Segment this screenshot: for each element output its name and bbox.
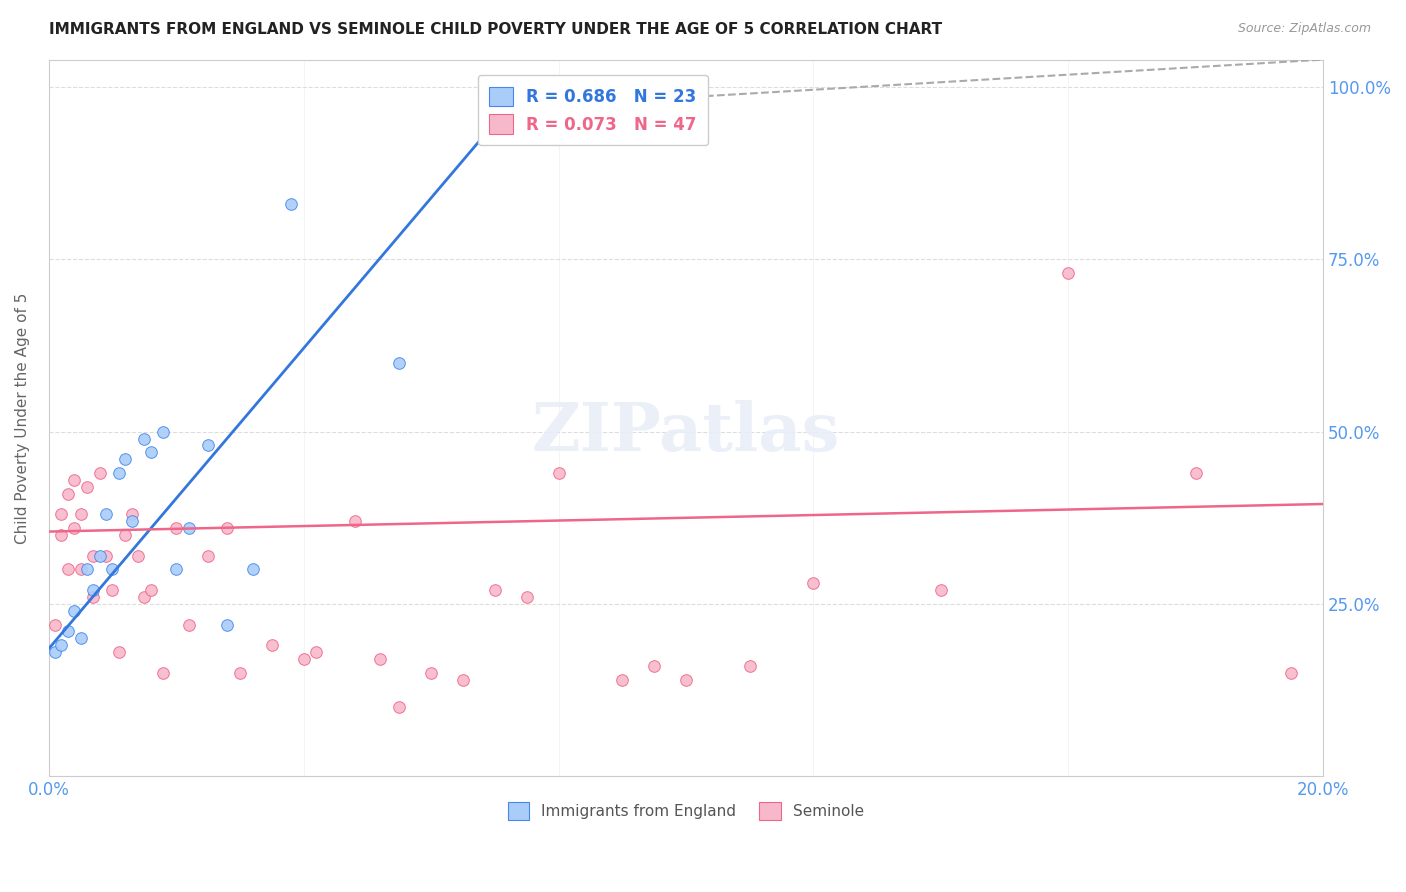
Text: ZIPatlas: ZIPatlas [531,400,839,465]
Point [177,521,200,535]
Text: IMMIGRANTS FROM ENGLAND VS SEMINOLE CHILD POVERTY UNDER THE AGE OF 5 CORRELATION: IMMIGRANTS FROM ENGLAND VS SEMINOLE CHIL… [49,22,942,37]
Point [121,514,143,528]
Point [217,617,239,632]
Point [89,549,111,563]
Point [134,590,156,604]
Point [51,508,73,522]
Point [280,197,302,211]
Point [139,445,162,459]
Point [76,480,98,494]
Point [51,638,73,652]
Point [63,473,86,487]
Point [94,549,117,563]
Point [51,528,73,542]
Point [82,590,104,604]
Point [76,562,98,576]
Point [108,466,131,480]
Point [44,617,66,632]
Point [484,583,506,598]
Point [165,521,187,535]
Point [63,604,86,618]
Point [388,700,411,714]
Point [152,425,174,439]
Point [803,576,825,591]
Point [643,659,665,673]
Point [929,583,952,598]
Point [177,617,200,632]
Point [516,590,538,604]
Point [1057,266,1080,280]
Point [69,508,91,522]
Point [420,665,443,680]
Point [260,638,283,652]
Legend: Immigrants from England, Seminole: Immigrants from England, Seminole [502,796,870,826]
Point [82,583,104,598]
Point [89,466,111,480]
Point [165,562,187,576]
Point [108,645,131,659]
Y-axis label: Child Poverty Under the Age of 5: Child Poverty Under the Age of 5 [15,293,30,543]
Point [152,665,174,680]
Point [134,432,156,446]
Point [388,356,411,370]
Point [292,652,315,666]
Point [738,659,761,673]
Text: Source: ZipAtlas.com: Source: ZipAtlas.com [1237,22,1371,36]
Point [101,562,124,576]
Point [612,673,634,687]
Point [547,466,569,480]
Point [675,673,697,687]
Point [1184,466,1206,480]
Point [56,624,79,639]
Point [242,562,264,576]
Point [101,583,124,598]
Point [197,549,219,563]
Point [69,632,91,646]
Point [305,645,328,659]
Point [94,508,117,522]
Point [69,562,91,576]
Point [343,514,366,528]
Point [121,508,143,522]
Point [451,673,474,687]
Point [56,486,79,500]
Point [56,562,79,576]
Point [44,645,66,659]
Point [368,652,391,666]
Point [229,665,252,680]
Point [114,528,136,542]
Point [114,452,136,467]
Point [139,583,162,598]
Point [82,549,104,563]
Point [127,549,149,563]
Point [217,521,239,535]
Point [197,438,219,452]
Point [63,521,86,535]
Point [1279,665,1302,680]
